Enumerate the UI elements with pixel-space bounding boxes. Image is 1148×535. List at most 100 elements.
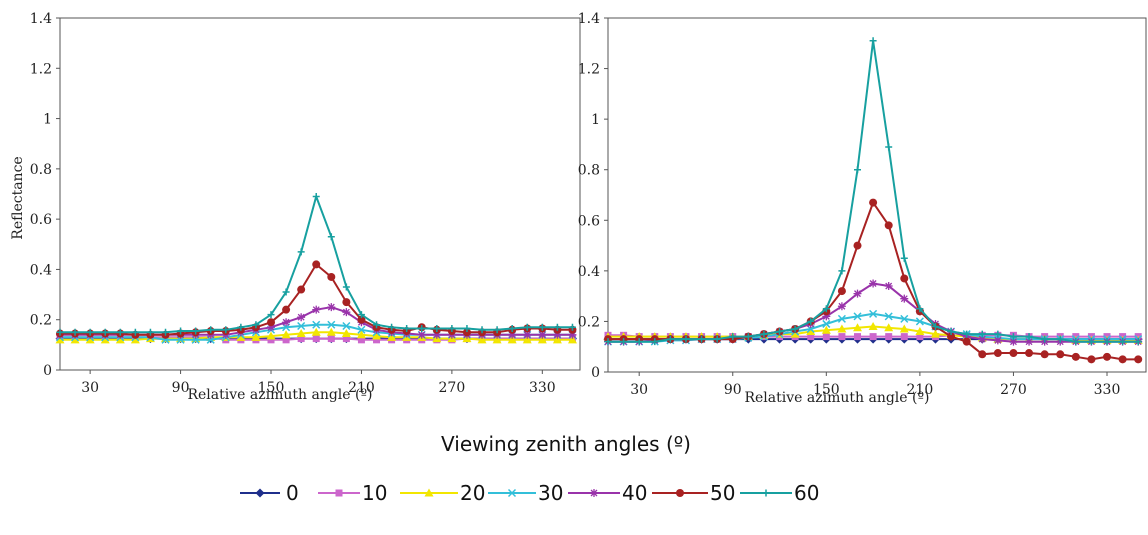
data-point — [327, 272, 336, 281]
legend-label: 0 — [286, 481, 299, 505]
data-point — [962, 337, 971, 346]
data-point — [463, 325, 471, 333]
data-point — [493, 326, 501, 334]
data-point — [522, 335, 532, 344]
data-point — [312, 260, 321, 269]
data-point — [744, 333, 752, 341]
data-point — [1056, 350, 1065, 359]
data-point — [900, 274, 909, 283]
legend-marker — [255, 488, 265, 498]
data-point — [192, 327, 200, 335]
data-point — [553, 330, 562, 339]
data-point — [884, 312, 893, 321]
data-point — [538, 330, 547, 339]
data-point — [651, 338, 659, 346]
data-point — [931, 322, 939, 330]
data-point — [252, 321, 260, 329]
data-point — [357, 315, 366, 324]
data-point — [567, 335, 577, 344]
data-point — [837, 302, 846, 311]
data-point — [853, 312, 862, 321]
x-tick-label: 150 — [258, 380, 285, 396]
data-point — [266, 331, 276, 340]
data-point — [236, 332, 246, 341]
y-tick-label: 1.4 — [30, 11, 52, 27]
data-point — [222, 326, 230, 334]
data-point — [297, 285, 306, 294]
data-point — [237, 323, 245, 331]
data-point — [885, 333, 893, 341]
data-point — [1025, 333, 1033, 341]
data-point — [713, 335, 721, 343]
data-point — [1103, 338, 1111, 346]
data-point — [162, 328, 170, 336]
x-tick-label: 210 — [348, 380, 375, 396]
data-point — [357, 325, 366, 334]
data-point — [131, 328, 139, 336]
data-point — [71, 328, 79, 336]
data-point — [947, 328, 955, 336]
data-point — [568, 323, 576, 331]
data-point — [994, 330, 1002, 338]
data-point — [373, 321, 381, 329]
data-point — [312, 320, 321, 329]
data-point — [1025, 349, 1034, 358]
data-point — [297, 321, 306, 331]
x-tick-label: 270 — [439, 380, 466, 396]
y-tick-label: 0.4 — [578, 264, 600, 280]
data-point — [1040, 350, 1049, 359]
legend-marker — [590, 489, 598, 497]
data-point — [853, 323, 863, 332]
data-point — [311, 327, 321, 336]
data-point — [267, 336, 275, 344]
legend-label: 60 — [794, 481, 819, 505]
data-point — [552, 335, 562, 344]
data-point — [806, 327, 816, 336]
data-point — [327, 320, 336, 329]
data-point — [297, 313, 306, 322]
legend-item-50: 50 — [652, 481, 735, 505]
x-tick-label: 30 — [81, 380, 99, 396]
x-tick-label: 30 — [630, 382, 648, 398]
data-point — [342, 335, 350, 343]
legend-item-20: 20 — [400, 481, 485, 505]
legend-items: 0 10 20 30 40 50 60 — [240, 481, 819, 505]
data-point — [70, 335, 80, 344]
data-point — [869, 309, 878, 318]
data-point — [698, 335, 706, 343]
data-point — [822, 319, 831, 328]
data-point — [327, 303, 336, 312]
data-point — [837, 324, 847, 333]
legend-label: 30 — [538, 481, 563, 505]
data-point — [900, 254, 908, 262]
legend-item-60: 60 — [740, 481, 819, 505]
data-point — [146, 328, 154, 336]
data-point — [326, 327, 336, 336]
data-point — [791, 325, 799, 333]
legend-marker — [762, 489, 770, 497]
data-point — [1056, 335, 1064, 343]
legend-marker — [676, 489, 684, 497]
y-axis-title: Reflectance — [10, 156, 26, 239]
data-point — [478, 326, 486, 334]
data-point — [462, 328, 471, 337]
data-point — [282, 288, 290, 296]
data-point — [1103, 352, 1112, 361]
data-point — [177, 327, 185, 335]
data-point — [900, 294, 909, 303]
x-tick-label: 90 — [172, 380, 190, 396]
data-point — [267, 318, 276, 327]
data-point — [620, 338, 628, 346]
data-point — [387, 332, 397, 341]
data-point — [296, 329, 306, 338]
data-point — [930, 329, 940, 338]
series-line-40 — [608, 282, 1139, 343]
data-point — [1009, 337, 1018, 346]
data-point — [916, 305, 924, 313]
data-point — [85, 335, 95, 344]
legend-item-40: 40 — [568, 481, 647, 505]
data-point — [1072, 338, 1080, 346]
data-point — [86, 328, 94, 336]
data-point — [993, 336, 1002, 345]
legend-marker — [335, 489, 343, 497]
